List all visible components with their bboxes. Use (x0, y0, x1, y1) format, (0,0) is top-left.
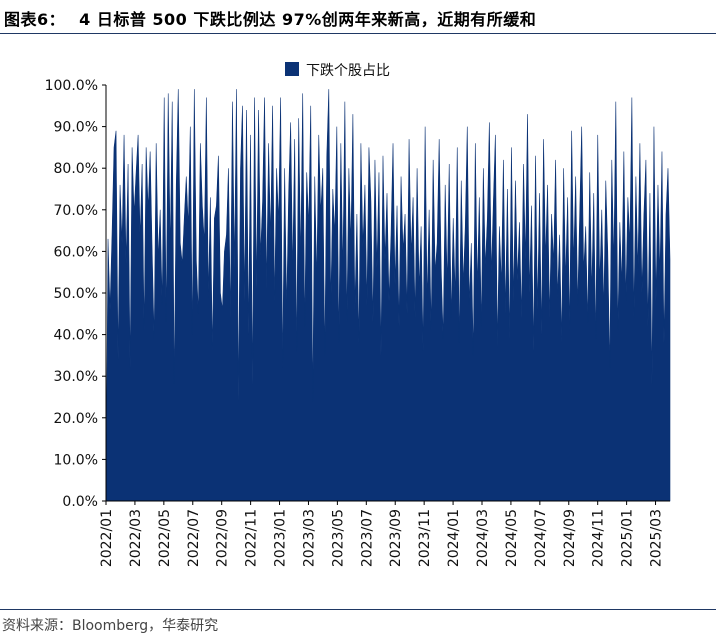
x-tick-label: 2023/09 (388, 509, 404, 567)
x-tick-label: 2022/07 (186, 509, 202, 567)
y-tick-label: 70.0% (54, 203, 98, 219)
axes: 0.0% 10.0% 20.0% 30.0% 40.0% 50.0% 60.0% 70.0% 8… (45, 78, 670, 567)
source-note: 资料来源：Bloomberg，华泰研究 (2, 618, 219, 634)
x-tick-label: 2023/11 (417, 509, 433, 567)
figure-title: 图表6： 4 日标普 500 下跌比例达 97%创两年来新高，近期有所缓和 (4, 6, 536, 30)
bottom-rule (0, 609, 716, 610)
x-tick-label: 2022/09 (215, 509, 231, 567)
x-tick-label: 2025/03 (649, 509, 665, 567)
x-tick-label: 2022/05 (157, 509, 173, 567)
chart: 下跌个股占比 0.0% 10.0% 20.0% 30.0% 40.0% 50.0% 60.0… (45, 62, 671, 567)
y-tick-label: 50.0% (54, 286, 98, 302)
x-tick-label: 2023/07 (359, 509, 375, 567)
x-tick-label: 2022/11 (244, 509, 260, 567)
y-tick-label: 10.0% (54, 452, 98, 468)
series-layer (105, 89, 671, 502)
x-tick-label: 2024/05 (504, 509, 520, 567)
x-tick-label: 2024/11 (591, 509, 607, 567)
y-tick-label: 30.0% (54, 369, 98, 385)
x-tick-label: 2022/01 (99, 509, 115, 567)
y-tick-label: 60.0% (54, 244, 98, 260)
x-tick-label: 2024/01 (446, 509, 462, 567)
y-tick-label: 0.0% (62, 494, 98, 510)
x-tick-label: 2025/01 (620, 509, 636, 567)
y-tick-label: 90.0% (54, 120, 98, 136)
series-area (105, 89, 671, 502)
legend-label: 下跌个股占比 (306, 63, 390, 79)
x-tick-label: 2024/03 (475, 509, 491, 567)
y-tick-label: 20.0% (54, 411, 98, 427)
x-tick-label: 2024/09 (562, 509, 578, 567)
y-tick-label: 100.0% (45, 78, 98, 94)
figure-title-text: 4 日标普 500 下跌比例达 97%创两年来新高，近期有所缓和 (79, 10, 537, 29)
legend-swatch (285, 62, 299, 76)
top-rule (0, 33, 716, 34)
x-tick-label: 2024/07 (533, 509, 549, 567)
x-tick-label: 2023/05 (330, 509, 346, 567)
x-tick-label: 2022/03 (128, 509, 144, 567)
y-tick-label: 40.0% (54, 328, 98, 344)
x-tick-label: 2023/03 (301, 509, 317, 567)
figure-number: 图表6： (4, 10, 66, 29)
x-tick-label: 2023/01 (273, 509, 289, 567)
chart-legend: 下跌个股占比 (285, 62, 390, 79)
y-tick-label: 80.0% (54, 161, 98, 177)
